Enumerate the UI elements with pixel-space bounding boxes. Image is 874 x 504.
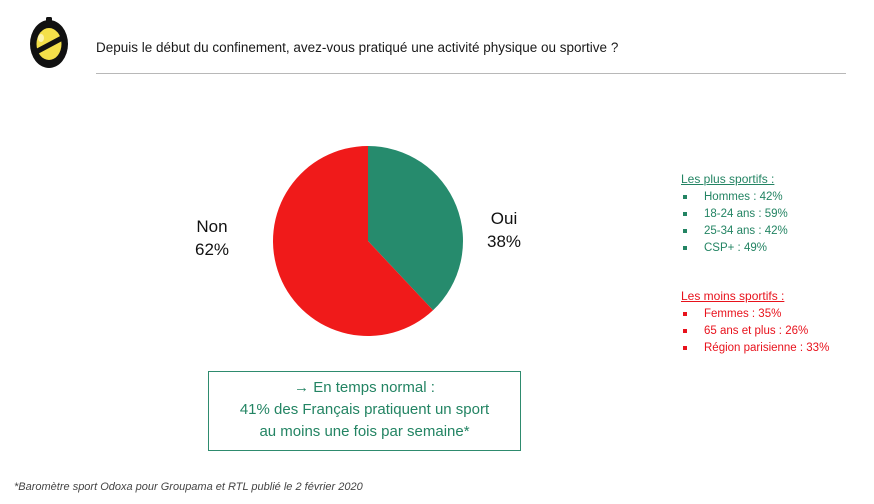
note-line-2: 41% des Français pratiquent un sport xyxy=(239,401,490,418)
most-sporty-title: Les plus sportifs : xyxy=(681,172,775,186)
header-divider xyxy=(96,73,846,74)
list-item: Femmes : 35% xyxy=(681,306,829,323)
bullet-icon xyxy=(683,195,687,199)
slice-category-non: Non xyxy=(196,217,228,236)
list-item: 25-34 ans : 42% xyxy=(681,223,788,240)
bullet-icon xyxy=(683,329,687,333)
least-sporty-panel: Les moins sportifs : Femmes : 35% 65 ans… xyxy=(681,288,829,357)
pie-slice-non xyxy=(273,146,434,336)
list-item-text: Hommes : 42% xyxy=(704,191,783,203)
slice-label-oui: Oui 38% xyxy=(478,207,530,253)
slice-category-oui: Oui xyxy=(490,209,518,228)
list-item-text: 65 ans et plus : 26% xyxy=(704,325,809,337)
note-line-1: → En temps normal : xyxy=(294,379,435,396)
list-item-text: Femmes : 35% xyxy=(704,308,782,320)
list-item: 18-24 ans : 59% xyxy=(681,206,788,223)
bullet-icon xyxy=(683,229,687,233)
note-line-3: au moins une fois par semaine* xyxy=(259,423,470,440)
odoxa-logo-icon xyxy=(30,17,68,68)
most-sporty-panel: Les plus sportifs : Hommes : 42% 18-24 a… xyxy=(681,171,788,257)
source-footnote: *Baromètre sport Odoxa pour Groupama et … xyxy=(14,481,363,493)
slice-value-oui: 38% xyxy=(486,232,522,251)
question-title: Depuis le début du confinement, avez-vou… xyxy=(96,40,619,55)
list-item-text: CSP+ : 49% xyxy=(704,242,767,254)
list-item: 65 ans et plus : 26% xyxy=(681,323,829,340)
list-item-text: Région parisienne : 33% xyxy=(704,342,830,354)
pie-chart xyxy=(273,146,463,336)
least-sporty-title: Les moins sportifs : xyxy=(681,289,785,303)
list-item-text: 18-24 ans : 59% xyxy=(704,208,788,220)
list-item: Hommes : 42% xyxy=(681,189,788,206)
pie-slice-oui xyxy=(368,146,463,311)
bullet-icon xyxy=(683,312,687,316)
list-item: Région parisienne : 33% xyxy=(681,340,829,357)
normal-times-note: → En temps normal : 41% des Français pra… xyxy=(208,371,521,451)
list-item-text: 25-34 ans : 42% xyxy=(704,225,788,237)
bullet-icon xyxy=(683,246,687,250)
bullet-icon xyxy=(683,346,687,350)
slice-label-non: Non 62% xyxy=(186,215,238,261)
list-item: CSP+ : 49% xyxy=(681,240,788,257)
bullet-icon xyxy=(683,212,687,216)
slice-value-non: 62% xyxy=(194,240,230,259)
